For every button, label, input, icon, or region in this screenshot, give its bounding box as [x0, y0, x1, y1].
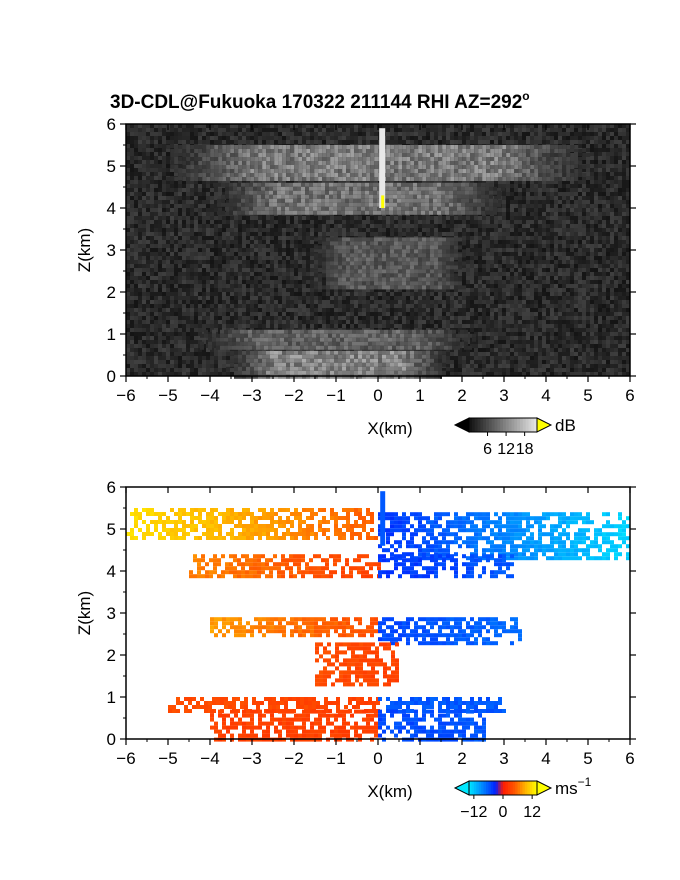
y-tick-label: 0: [107, 730, 116, 749]
y-tick-label: 5: [107, 520, 116, 539]
y-tick-label: 2: [107, 283, 116, 302]
x-tick-label: −1: [326, 386, 345, 405]
colorbar-tick-label: 12: [523, 804, 541, 821]
x-tick-label: −5: [158, 386, 177, 405]
x-tick-label: 6: [625, 386, 634, 405]
y-tick-label: 3: [107, 604, 116, 623]
x-tick-label: −3: [242, 749, 261, 768]
x-tick-label: 2: [457, 386, 466, 405]
spike-marker: [381, 195, 385, 208]
x-tick-label: 0: [373, 386, 382, 405]
colorbar-tick-label: 12: [497, 441, 515, 458]
y-tick-label: 3: [107, 241, 116, 260]
y-tick-label: 6: [107, 478, 116, 497]
x-tick-label: 3: [499, 749, 508, 768]
y-tick-label: 4: [107, 562, 116, 581]
y-tick-label: 2: [107, 646, 116, 665]
colorbar-tick-label: 0: [499, 804, 508, 821]
y-tick-label: 1: [107, 688, 116, 707]
x-tick-label: 0: [373, 749, 382, 768]
colorbar-tick-label: 18: [516, 441, 534, 458]
x-tick-label: −1: [326, 749, 345, 768]
x-tick-label: 1: [415, 749, 424, 768]
x-tick-label: 2: [457, 749, 466, 768]
x-axis-label: X(km): [367, 782, 412, 801]
y-tick-label: 5: [107, 157, 116, 176]
y-tick-label: 4: [107, 199, 116, 218]
colorbar: −12 0 12 ms−1: [453, 775, 592, 821]
spike-mark: [379, 128, 386, 208]
x-tick-label: −4: [200, 749, 219, 768]
y-tick-label: 1: [107, 325, 116, 344]
x-tick-label: −2: [284, 386, 303, 405]
colorbar-tick-label: 6: [483, 441, 492, 458]
x-tick-label: 6: [625, 749, 634, 768]
x-tick-label: −2: [284, 749, 303, 768]
colorbar-unit: ms−1: [555, 775, 592, 798]
x-tick-label: −4: [200, 386, 219, 405]
x-tick-label: −3: [242, 386, 261, 405]
figure-title: 3D-CDL@Fukuoka 170322 211144 RHI AZ=292o: [110, 89, 530, 113]
x-tick-label: 4: [541, 749, 550, 768]
x-tick-label: 3: [499, 386, 508, 405]
x-tick-label: 4: [541, 386, 550, 405]
colorbar-tick-label: −12: [460, 804, 487, 821]
colorbar-unit: dB: [555, 416, 576, 435]
y-axis-label: Z(km): [75, 591, 94, 635]
y-tick-label: 6: [107, 115, 116, 134]
spike-mark: [380, 491, 386, 546]
y-tick-label: 0: [107, 367, 116, 386]
x-tick-label: −6: [116, 749, 135, 768]
x-tick-label: −6: [116, 386, 135, 405]
x-tick-label: −5: [158, 749, 177, 768]
data-field: [126, 491, 630, 742]
colorbar: 6 12 18 dB: [453, 416, 576, 458]
x-tick-label: 5: [583, 749, 592, 768]
x-axis-label: X(km): [367, 419, 412, 438]
y-axis-label: Z(km): [75, 228, 94, 272]
x-tick-label: 5: [583, 386, 592, 405]
data-field: [126, 124, 630, 379]
x-tick-label: 1: [415, 386, 424, 405]
